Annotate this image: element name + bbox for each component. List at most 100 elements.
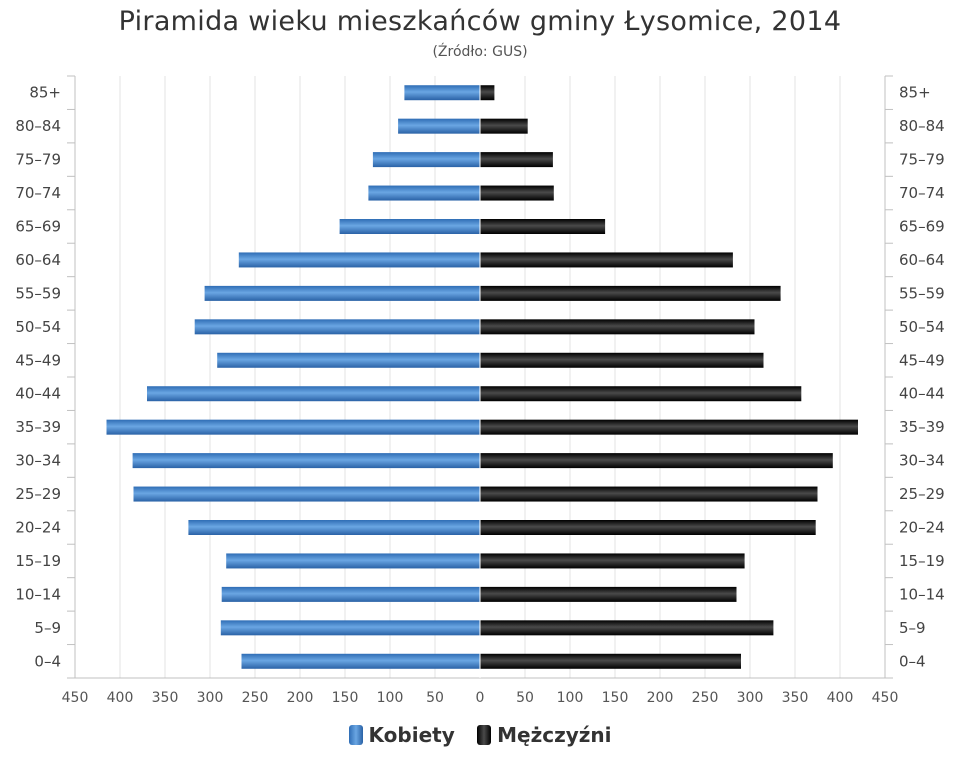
x-tick-label: 250 xyxy=(692,690,719,706)
x-tick-label: 150 xyxy=(602,690,629,706)
y-category-label-left: 45–49 xyxy=(15,351,61,369)
x-tick-label: 0 xyxy=(476,690,485,706)
y-category-label-left: 0–4 xyxy=(34,652,61,670)
legend-item-mezczyzni[interactable]: Mężczyźni xyxy=(477,723,611,747)
bar-kobiety[interactable] xyxy=(221,586,480,602)
y-category-label-right: 20–24 xyxy=(899,519,945,537)
x-tick-label: 300 xyxy=(197,690,224,706)
bar-mezczyzni[interactable] xyxy=(480,620,774,636)
y-category-label-right: 35–39 xyxy=(899,418,945,436)
y-category-label-left: 55–59 xyxy=(15,284,61,302)
y-category-label-right: 65–69 xyxy=(899,218,945,236)
y-category-label-left: 5–9 xyxy=(34,619,61,637)
bar-mezczyzni[interactable] xyxy=(480,653,741,669)
bar-kobiety[interactable] xyxy=(238,252,480,268)
x-tick-label: 400 xyxy=(107,690,134,706)
y-category-label-left: 15–19 xyxy=(15,552,61,570)
y-category-label-right: 50–54 xyxy=(899,318,945,336)
bar-kobiety[interactable] xyxy=(204,285,480,301)
y-category-label-left: 80–84 xyxy=(15,117,61,135)
y-category-label-right: 60–64 xyxy=(899,251,945,269)
bar-kobiety[interactable] xyxy=(368,185,480,201)
x-tick-label: 250 xyxy=(242,690,269,706)
bar-mezczyzni[interactable] xyxy=(480,386,802,402)
x-tick-label: 200 xyxy=(287,690,314,706)
x-tick-label: 50 xyxy=(426,690,444,706)
bar-kobiety[interactable] xyxy=(372,152,480,168)
bar-kobiety[interactable] xyxy=(220,620,481,636)
legend-item-kobiety[interactable]: Kobiety xyxy=(348,723,455,747)
x-tick-label: 450 xyxy=(872,690,899,706)
bar-mezczyzni[interactable] xyxy=(480,185,554,201)
chart-title: Piramida wieku mieszkańców gminy Łysomic… xyxy=(118,6,842,37)
bar-kobiety[interactable] xyxy=(339,219,480,234)
bar-kobiety[interactable] xyxy=(188,520,480,535)
legend-swatch-mezczyzni xyxy=(477,725,492,745)
y-category-label-left: 35–39 xyxy=(15,418,61,436)
y-category-label-left: 10–14 xyxy=(15,585,61,603)
y-category-label-right: 80–84 xyxy=(899,117,945,135)
y-category-label-right: 30–34 xyxy=(899,452,945,470)
y-category-label-right: 75–79 xyxy=(899,151,945,169)
y-category-label-left: 30–34 xyxy=(15,452,61,470)
y-category-label-left: 20–24 xyxy=(15,519,61,537)
x-tick-label: 100 xyxy=(557,690,584,706)
y-category-label-left: 25–29 xyxy=(15,485,61,503)
legend-swatch-kobiety xyxy=(348,725,363,745)
y-category-label-left: 75–79 xyxy=(15,151,61,169)
y-category-label-left: 65–69 xyxy=(15,218,61,236)
bar-mezczyzni[interactable] xyxy=(480,319,755,335)
y-category-label-right: 25–29 xyxy=(899,485,945,503)
bar-mezczyzni[interactable] xyxy=(480,85,495,101)
bar-kobiety[interactable] xyxy=(404,85,480,101)
bar-mezczyzni[interactable] xyxy=(480,252,733,268)
y-category-label-right: 55–59 xyxy=(899,284,945,302)
x-tick-label: 200 xyxy=(647,690,674,706)
bar-kobiety[interactable] xyxy=(217,352,480,368)
x-tick-label: 400 xyxy=(827,690,854,706)
x-tick-label: 450 xyxy=(62,690,89,706)
bar-mezczyzni[interactable] xyxy=(480,486,818,502)
bar-mezczyzni[interactable] xyxy=(480,118,528,134)
x-tick-label: 350 xyxy=(782,690,809,706)
y-category-label-right: 5–9 xyxy=(899,619,926,637)
legend-label-mezczyzni: Mężczyźni xyxy=(497,723,612,747)
bar-mezczyzni[interactable] xyxy=(480,520,816,535)
bar-kobiety[interactable] xyxy=(132,453,480,469)
bar-kobiety[interactable] xyxy=(133,486,481,502)
bar-kobiety[interactable] xyxy=(147,386,480,402)
bar-kobiety[interactable] xyxy=(106,419,481,435)
bar-mezczyzni[interactable] xyxy=(480,152,553,168)
x-tick-label: 300 xyxy=(737,690,764,706)
x-tick-label: 350 xyxy=(152,690,179,706)
y-category-label-right: 70–74 xyxy=(899,184,945,202)
legend-label-kobiety: Kobiety xyxy=(368,723,455,747)
bar-kobiety[interactable] xyxy=(398,118,480,134)
bar-kobiety[interactable] xyxy=(194,319,480,335)
y-category-label-left: 40–44 xyxy=(15,385,61,403)
y-category-label-left: 70–74 xyxy=(15,184,61,202)
y-category-label-left: 50–54 xyxy=(15,318,61,336)
y-category-label-right: 85+ xyxy=(899,84,931,102)
y-category-label-left: 60–64 xyxy=(15,251,61,269)
y-category-label-right: 45–49 xyxy=(899,351,945,369)
bar-kobiety[interactable] xyxy=(226,553,480,569)
x-tick-label: 50 xyxy=(516,690,534,706)
y-category-label-right: 10–14 xyxy=(899,585,945,603)
bar-mezczyzni[interactable] xyxy=(480,419,858,435)
y-category-label-left: 85+ xyxy=(29,84,61,102)
bar-mezczyzni[interactable] xyxy=(480,453,833,469)
bar-mezczyzni[interactable] xyxy=(480,553,745,569)
bar-mezczyzni[interactable] xyxy=(480,219,606,234)
bar-kobiety[interactable] xyxy=(241,653,481,669)
y-category-label-right: 15–19 xyxy=(899,552,945,570)
bar-mezczyzni[interactable] xyxy=(480,285,781,301)
bar-mezczyzni[interactable] xyxy=(480,586,737,602)
y-category-label-right: 40–44 xyxy=(899,385,945,403)
y-category-label-right: 0–4 xyxy=(899,652,926,670)
bar-mezczyzni[interactable] xyxy=(480,352,764,368)
chart-subtitle: (Źródło: GUS) xyxy=(432,44,528,60)
chart-legend: Kobiety Mężczyźni xyxy=(0,723,960,750)
x-tick-label: 150 xyxy=(332,690,359,706)
